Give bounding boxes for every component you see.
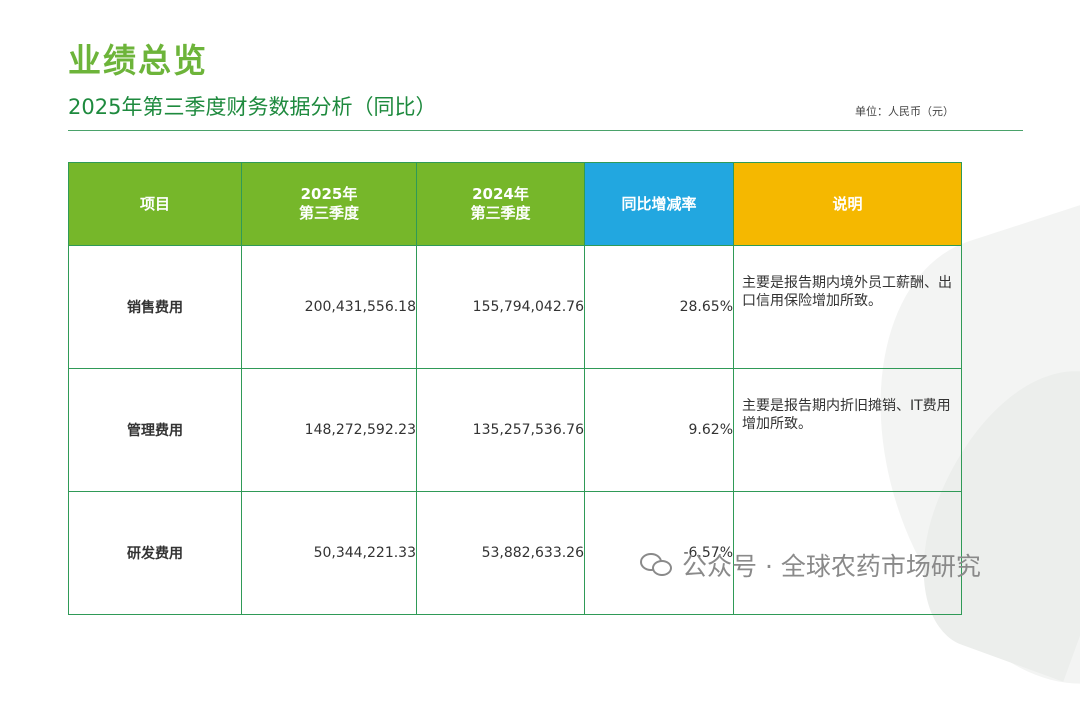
row-item-label: 管理费用 — [68, 368, 242, 492]
financial-table: 项目 2025年 第三季度 2024年 第三季度 同比增减率 说明 销售费用 2… — [68, 162, 962, 615]
watermark: 公众号 · 全球农药市场研究 — [640, 547, 981, 583]
table-row: 销售费用 200,431,556.18 155,794,042.76 28.65… — [68, 245, 962, 369]
table-row: 管理费用 148,272,592.23 135,257,536.76 9.62%… — [68, 368, 962, 492]
row-item-label: 销售费用 — [68, 245, 242, 369]
header-note: 说明 — [733, 162, 962, 246]
watermark-text: 公众号 · 全球农药市场研究 — [682, 552, 981, 581]
row-item-label: 研发费用 — [68, 491, 242, 615]
yoy-change-value: -6.57% — [584, 491, 734, 615]
value-2024: 53,882,633.26 — [416, 491, 585, 615]
header-item: 项目 — [68, 162, 242, 246]
header-divider — [68, 130, 1023, 131]
yoy-change-value: 28.65% — [584, 245, 734, 369]
value-2024: 135,257,536.76 — [416, 368, 585, 492]
value-2025: 50,344,221.33 — [241, 491, 417, 615]
table-header-row: 项目 2025年 第三季度 2024年 第三季度 同比增减率 说明 — [68, 162, 962, 246]
header-yoy-change: 同比增减率 — [584, 162, 734, 246]
note-text — [733, 491, 962, 615]
table-row: 研发费用 50,344,221.33 53,882,633.26 -6.57% — [68, 491, 962, 615]
yoy-change-value: 9.62% — [584, 368, 734, 492]
value-2024: 155,794,042.76 — [416, 245, 585, 369]
value-2025: 148,272,592.23 — [241, 368, 417, 492]
note-text: 主要是报告期内折旧摊销、IT费用增加所致。 — [733, 368, 962, 492]
page-subtitle: 2025年第三季度财务数据分析（同比） — [68, 95, 437, 119]
currency-unit-label: 单位：人民币（元） — [855, 105, 954, 118]
value-2025: 200,431,556.18 — [241, 245, 417, 369]
header-2024-q3: 2024年 第三季度 — [416, 162, 585, 246]
note-text: 主要是报告期内境外员工薪酬、出口信用保险增加所致。 — [733, 245, 962, 369]
page-title: 业绩总览 — [68, 41, 208, 80]
header-2025-q3: 2025年 第三季度 — [241, 162, 417, 246]
wechat-icon — [640, 551, 674, 579]
